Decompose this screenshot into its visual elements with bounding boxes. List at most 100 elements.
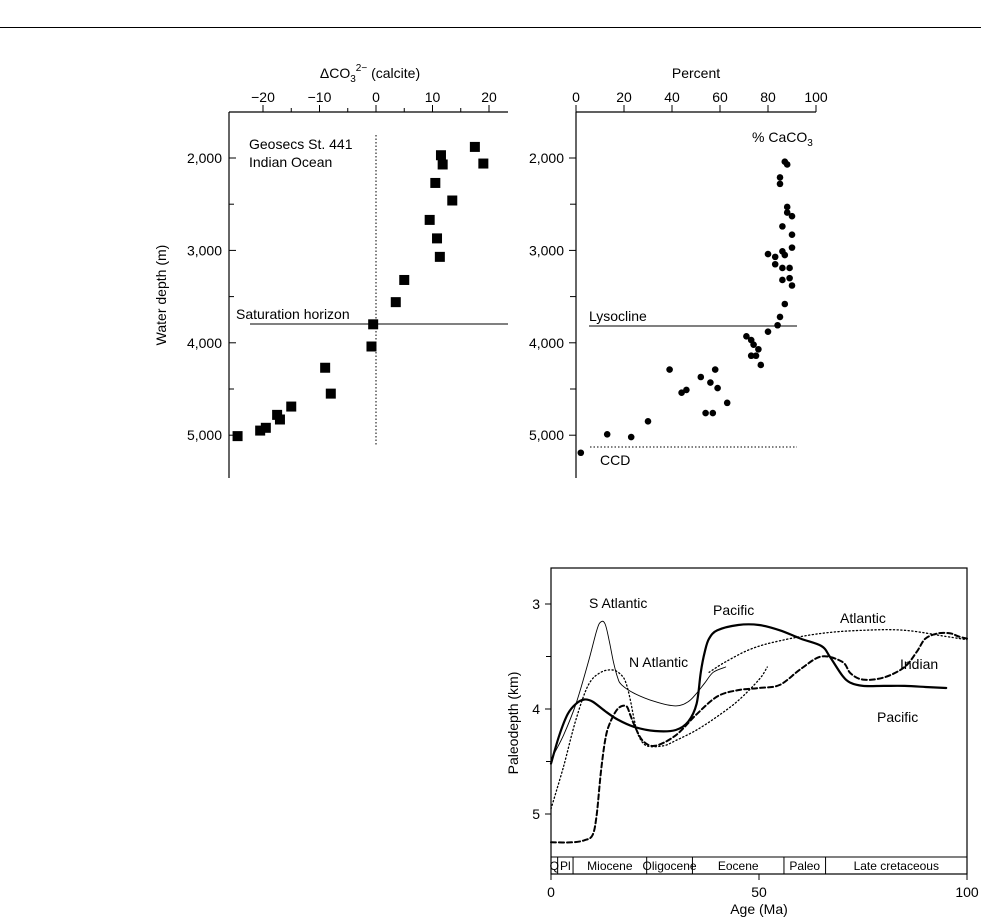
- data-point-square: [368, 319, 379, 330]
- data-point-circle: [644, 418, 652, 425]
- epoch-label: Miocene: [587, 859, 633, 873]
- x-tick-label: 80: [760, 89, 776, 105]
- chart-delta-co3: −20 −10 0 10 20 2,000 3,000 4,000 5,000 ΔCO32− …: [153, 63, 508, 478]
- series-line-n-atlantic: [550, 666, 768, 810]
- data-point-circle: [788, 231, 796, 238]
- x-tick-label: 0: [372, 89, 380, 105]
- data-point-square: [366, 341, 377, 352]
- data-point-circle: [577, 449, 585, 457]
- data-point-circle: [683, 386, 690, 394]
- data-point-circle: [714, 384, 721, 392]
- data-point-circle: [627, 433, 635, 441]
- data-point-circle: [743, 333, 750, 340]
- x-tick-label: 50: [751, 884, 767, 900]
- data-point-circle: [776, 174, 784, 181]
- x-tick-label: 100: [804, 89, 828, 105]
- data-point-circle: [707, 379, 714, 386]
- x-tick-label: −10: [308, 89, 332, 105]
- data-point-circle: [783, 203, 791, 211]
- data-point-square: [469, 141, 480, 152]
- data-point-square: [478, 158, 489, 169]
- data-point-circle: [603, 430, 611, 438]
- series-line-s-atlantic: [550, 620, 727, 760]
- data-point-square: [260, 422, 271, 433]
- data-point-circle: [709, 409, 717, 417]
- data-point-square: [447, 195, 458, 206]
- data-point-square: [286, 401, 297, 412]
- epoch-label: Q: [550, 859, 559, 873]
- data-point-square: [434, 251, 445, 262]
- y-tick-label: 4,000: [187, 335, 222, 351]
- annotation-saturation-horizon: Saturation horizon: [236, 306, 350, 322]
- chart-b-x-label: Percent: [672, 65, 720, 81]
- data-point-circle: [771, 253, 779, 261]
- chart-caco3-percent: 0 20 40 60 80 100 2,000 3,000 4,000 5,000 Percen…: [529, 65, 828, 478]
- x-tick-label: 10: [425, 89, 441, 105]
- data-point-square: [255, 425, 266, 436]
- y-tick-label: 5,000: [529, 427, 564, 443]
- data-point-circle: [757, 361, 765, 369]
- label-indian: Indian: [900, 656, 938, 672]
- data-point-circle: [776, 180, 784, 188]
- data-point-circle: [666, 366, 673, 373]
- epoch-label: Paleo: [789, 859, 820, 873]
- chart-a-x-label: ΔCO32− (calcite): [320, 63, 420, 85]
- data-point-circle: [781, 251, 789, 259]
- data-point-square: [435, 150, 446, 161]
- header-rule: [0, 27, 981, 28]
- data-point-square: [325, 388, 336, 399]
- y-tick-label: 2,000: [187, 150, 222, 166]
- y-tick-label: 5: [532, 806, 540, 822]
- y-tick-label: 4,000: [529, 335, 564, 351]
- data-point-circle: [764, 250, 772, 258]
- data-point-circle: [750, 341, 757, 348]
- label-s-atlantic: S Atlantic: [589, 595, 647, 611]
- data-point-circle: [788, 212, 796, 220]
- data-point-circle: [783, 161, 791, 168]
- data-point-circle: [788, 244, 796, 251]
- data-point-circle: [783, 209, 791, 216]
- y-tick-label: 3,000: [529, 242, 564, 258]
- data-point-circle: [776, 313, 784, 321]
- data-point-square: [320, 362, 331, 373]
- data-point-square: [424, 214, 435, 225]
- series-line-indian: [550, 631, 968, 844]
- data-point-circle: [755, 345, 762, 353]
- annotation-lysocline: Lysocline: [589, 308, 647, 324]
- series-line-pacific: [549, 623, 948, 765]
- annotation-indian-ocean: Indian Ocean: [249, 154, 332, 170]
- data-point-circle: [786, 264, 793, 272]
- data-point-circle: [781, 300, 789, 308]
- y-tick-label: 4: [532, 701, 540, 717]
- label-pacific-top: Pacific: [713, 602, 754, 618]
- chart-paleodepth: Q Pl Miocene Oligocene Eocene Paleo Late creta…: [505, 567, 979, 917]
- epoch-label: Pl: [560, 859, 571, 873]
- data-point-square: [390, 297, 401, 308]
- x-tick-label: 20: [481, 89, 497, 105]
- x-tick-label: 0: [572, 89, 580, 105]
- y-tick-label: 2,000: [529, 150, 564, 166]
- data-point-circle: [771, 260, 779, 268]
- data-point-circle: [764, 328, 772, 336]
- epoch-label: Oligocene: [643, 859, 697, 873]
- x-tick-label: 100: [955, 884, 979, 900]
- data-point-circle: [779, 276, 786, 284]
- label-n-atlantic: N Atlantic: [629, 654, 688, 670]
- y-tick-label: 3,000: [187, 242, 222, 258]
- data-point-square: [430, 177, 441, 188]
- data-point-circle: [747, 352, 755, 360]
- data-point-circle: [779, 223, 786, 230]
- data-point-square: [432, 233, 443, 244]
- y-tick-label: 5,000: [187, 427, 222, 443]
- data-point-circle: [711, 366, 719, 373]
- data-point-square: [274, 414, 285, 425]
- data-point-circle: [786, 274, 793, 282]
- data-point-circle: [702, 409, 709, 417]
- data-point-square: [437, 159, 448, 170]
- epoch-label: Late cretaceous: [854, 859, 939, 873]
- series-line-atlantic: [708, 629, 968, 673]
- label-pacific-bottom: Pacific: [877, 709, 918, 725]
- x-tick-label: 20: [616, 89, 632, 105]
- annotation-geosecs-station: Geosecs St. 441: [249, 136, 353, 152]
